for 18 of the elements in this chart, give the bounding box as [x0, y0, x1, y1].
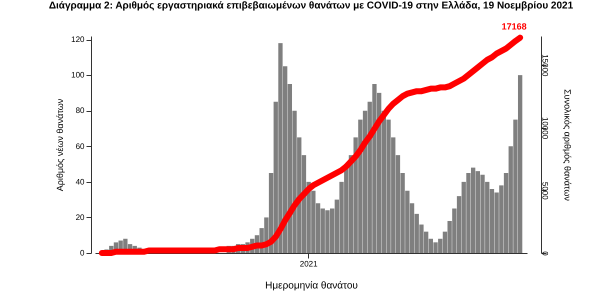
y2-tick-label: 0	[540, 251, 550, 256]
chart-title: Διάγραμμα 2: Αριθμός εργαστηριακά επιβεβαιωμένων θανάτων με COVID-19 στην Ελλάδα, 19 Νοεμβρίου 2021	[48, 0, 574, 12]
y-tick-label: 20	[76, 212, 86, 222]
text: 17168	[502, 22, 527, 32]
y-tick-label: 40	[76, 177, 86, 186]
y-tick-label: 60	[76, 142, 86, 151]
y2-tick-label: 5000	[540, 182, 550, 200]
x-tick-label: 2021	[300, 260, 318, 268]
y2-axis-title: Συνολικός αριθμός θανάτων	[562, 89, 572, 202]
y2-tick-label: 15000	[540, 54, 550, 78]
y-tick-label: 100	[71, 70, 86, 80]
y-axis-title: Αριθμός νέων θανάτων	[55, 98, 66, 192]
y-tick-label: 0	[80, 248, 86, 258]
x-axis-title: Ημερομηνία θανάτου	[265, 280, 358, 292]
bar	[518, 75, 522, 253]
y2-tick-label: 10000	[540, 116, 550, 140]
y-tick-label: 120	[71, 35, 86, 44]
y-tick-label: 80	[76, 106, 86, 116]
